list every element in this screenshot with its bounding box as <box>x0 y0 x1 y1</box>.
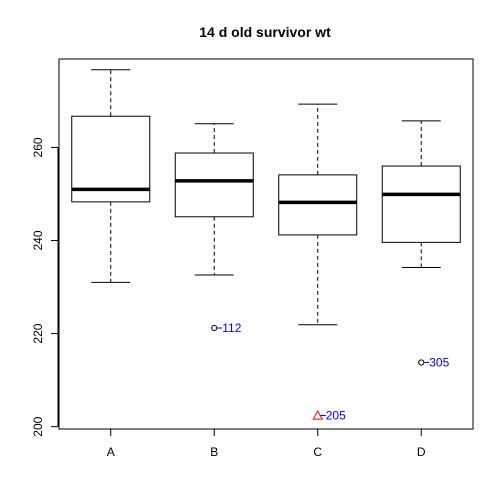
outlier-205: 205 <box>312 409 346 423</box>
outlier-305: 305 <box>418 355 450 369</box>
y-tick-label: 260 <box>31 137 45 157</box>
outlier-point <box>312 409 324 420</box>
x-tick-label: D <box>417 445 426 459</box>
plot-frame <box>58 58 474 430</box>
chart-title: 14 d old survivor wt <box>199 24 331 40</box>
outlier-112: 112 <box>211 321 242 335</box>
box-C <box>278 103 358 326</box>
boxes <box>71 69 461 326</box>
outliers: 112 205 305 <box>211 321 450 423</box>
box-iqr <box>381 165 461 243</box>
box-iqr <box>174 152 254 218</box>
y-tick-label: 200 <box>31 416 45 436</box>
outlier-label: 205 <box>326 409 346 423</box>
outlier-point <box>211 324 218 332</box>
box-iqr <box>278 174 358 236</box>
y-tick-label: 220 <box>31 323 45 343</box>
x-axis: A B C D <box>107 428 426 459</box>
y-axis: 200 220 240 260 <box>31 137 59 437</box>
box-A <box>71 69 151 283</box>
y-tick-label: 240 <box>31 230 45 250</box>
outlier-point <box>418 359 425 366</box>
outlier-label: 112 <box>222 321 241 335</box>
x-tick-label: B <box>210 445 218 459</box>
outlier-label: 305 <box>429 355 449 369</box>
box-D <box>381 120 461 269</box>
x-tick-label: C <box>313 445 322 459</box>
x-tick-label: A <box>107 445 115 459</box>
box-B <box>174 123 254 276</box>
